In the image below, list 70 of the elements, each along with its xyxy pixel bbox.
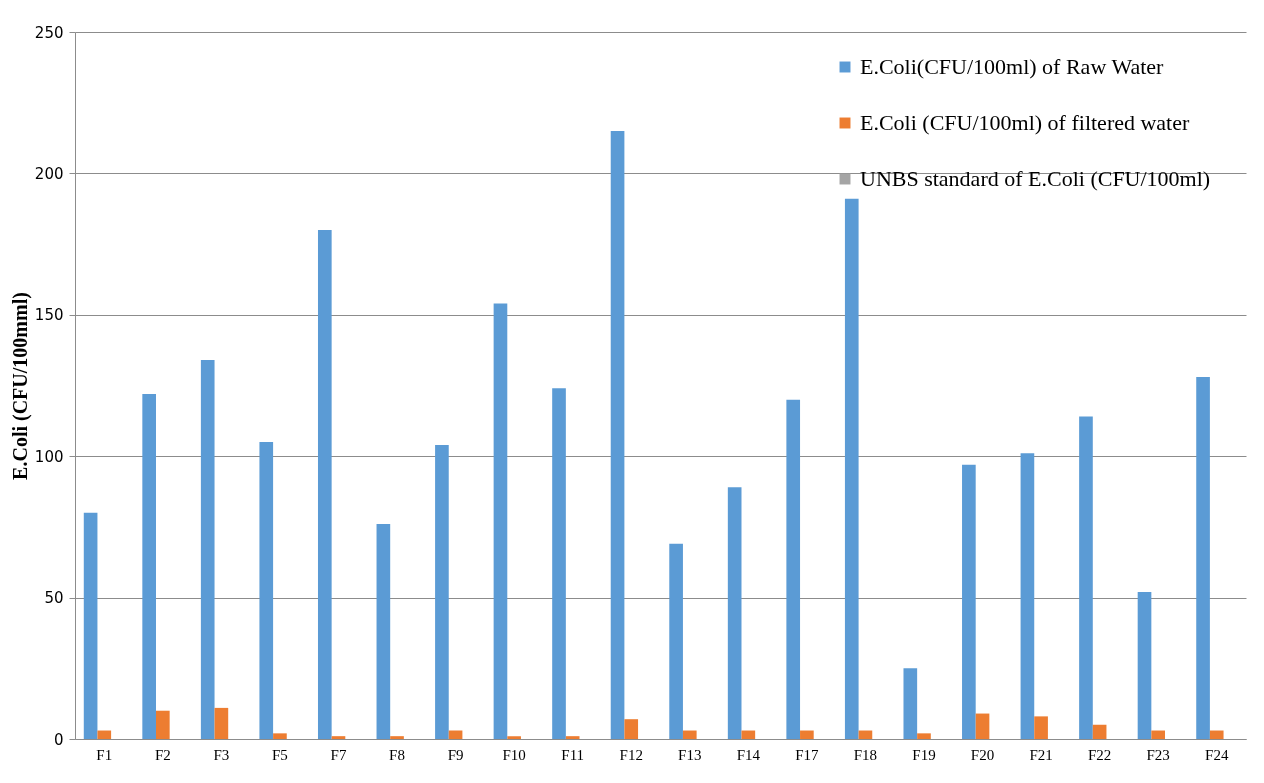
bar xyxy=(507,736,521,739)
bar xyxy=(917,733,931,739)
bar xyxy=(800,730,814,739)
bar xyxy=(1092,724,1107,739)
bar xyxy=(435,444,449,739)
bar xyxy=(741,730,756,739)
bar xyxy=(858,730,873,739)
x-tick-label: F18 xyxy=(853,746,878,763)
x-tick-label: F20 xyxy=(970,746,995,763)
x-tick-label: F23 xyxy=(1146,746,1170,763)
x-tick-label: F13 xyxy=(678,746,702,763)
bar xyxy=(142,393,156,739)
y-tick-label: 250 xyxy=(34,23,64,42)
bar xyxy=(1034,716,1048,739)
bar xyxy=(669,543,683,739)
bar xyxy=(1196,377,1210,739)
x-tick-label: F10 xyxy=(502,746,526,763)
bar xyxy=(331,736,346,739)
bar xyxy=(1209,730,1224,739)
x-tick-label: F19 xyxy=(912,746,936,763)
bar xyxy=(214,707,229,739)
bar xyxy=(155,710,170,739)
bar xyxy=(97,730,112,739)
bar xyxy=(1020,453,1035,739)
y-tick-label: 150 xyxy=(34,306,64,325)
bar xyxy=(1079,416,1093,739)
bar xyxy=(565,736,580,739)
x-tick-label: F14 xyxy=(736,746,761,763)
bar xyxy=(317,229,332,739)
bar xyxy=(844,198,859,739)
bar xyxy=(610,130,625,739)
bar xyxy=(493,303,508,739)
bar xyxy=(83,512,98,739)
x-tick-label: F9 xyxy=(447,746,464,763)
bar xyxy=(786,399,801,739)
bar xyxy=(259,442,274,739)
y-tick-label: 200 xyxy=(34,164,64,183)
x-tick-label: F21 xyxy=(1029,746,1053,763)
x-tick-label: F2 xyxy=(154,746,171,763)
legend-label: E.Coli(CFU/100ml) of Raw Water xyxy=(860,54,1165,79)
bar xyxy=(376,524,391,739)
bar xyxy=(390,736,404,739)
legend-label: UNBS standard of E.Coli (CFU/100ml) xyxy=(860,166,1211,191)
x-tick-label: F8 xyxy=(389,746,405,763)
bar xyxy=(448,730,463,739)
bar xyxy=(1151,730,1166,739)
bar xyxy=(1137,591,1152,739)
bar xyxy=(273,733,287,739)
x-tick-label: F7 xyxy=(330,746,347,763)
x-tick-label: F24 xyxy=(1205,746,1229,763)
bar xyxy=(903,668,918,739)
x-tick-label: F22 xyxy=(1087,746,1112,763)
y-axis-title: E.Coli (CFU/100mml) xyxy=(8,292,32,480)
bar xyxy=(624,719,639,739)
x-tick-label: F11 xyxy=(561,746,585,763)
x-tick-label: F1 xyxy=(96,746,113,763)
legend-label: E.Coli (CFU/100ml) of filtered water xyxy=(860,110,1190,135)
y-tick-label: 100 xyxy=(34,447,64,466)
y-tick-label: 50 xyxy=(44,589,64,608)
x-tick-label: F3 xyxy=(213,746,230,763)
bar xyxy=(552,388,566,739)
bar xyxy=(200,360,215,739)
y-tick-label: 0 xyxy=(53,730,64,749)
bar xyxy=(682,730,697,739)
bar xyxy=(975,713,990,739)
bar xyxy=(962,464,976,739)
x-tick-label: F17 xyxy=(795,746,820,763)
bar xyxy=(727,487,742,739)
x-tick-label: F5 xyxy=(272,746,288,763)
x-tick-label: F12 xyxy=(619,746,643,763)
